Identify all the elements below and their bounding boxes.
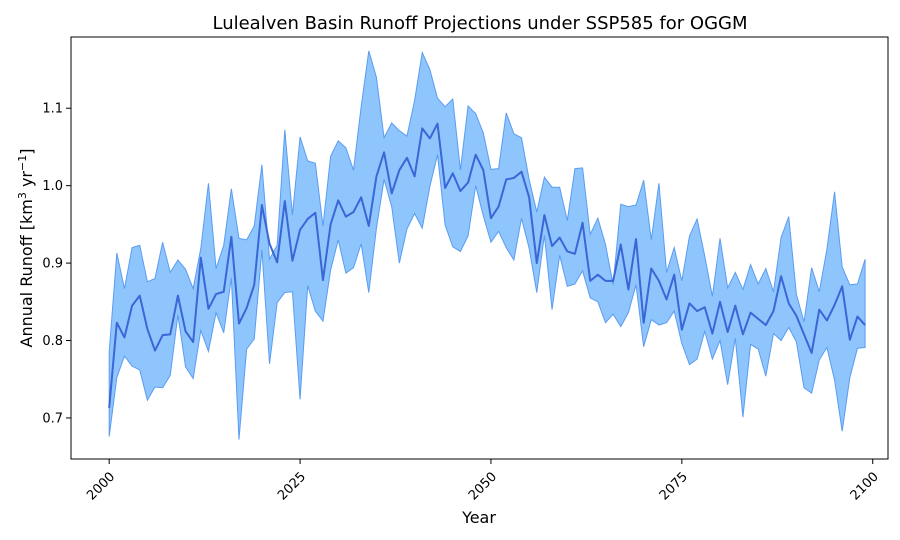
chart-title: Lulealven Basin Runoff Projections under… <box>212 13 747 34</box>
y-tick-label: 1.0 <box>42 179 63 194</box>
x-axis-title: Year <box>461 508 496 527</box>
y-axis-title-part3: ] <box>17 149 36 155</box>
y-axis-title: Annual Runoff [km3 yr−1] <box>16 149 36 348</box>
y-axis-title-sup2: −1 <box>16 155 29 171</box>
plot-frame <box>70 36 889 460</box>
line-layer <box>108 122 866 408</box>
y-axis-title-part1: Annual Runoff [km <box>17 199 36 347</box>
y-tick-label: 1.1 <box>42 102 63 117</box>
y-tick-label: 0.8 <box>42 334 63 349</box>
y-axis: 0.7 0.8 0.9 1.0 1.1 <box>42 102 71 426</box>
y-tick-label: 0.9 <box>42 257 63 272</box>
y-tick-label: 0.7 <box>42 411 63 426</box>
band-layer <box>108 50 866 440</box>
y-axis-title-sup1: 3 <box>16 192 29 199</box>
uncertainty-band <box>108 50 866 440</box>
mean-runoff-line <box>108 122 866 408</box>
y-axis-title-part2: yr <box>17 171 36 193</box>
